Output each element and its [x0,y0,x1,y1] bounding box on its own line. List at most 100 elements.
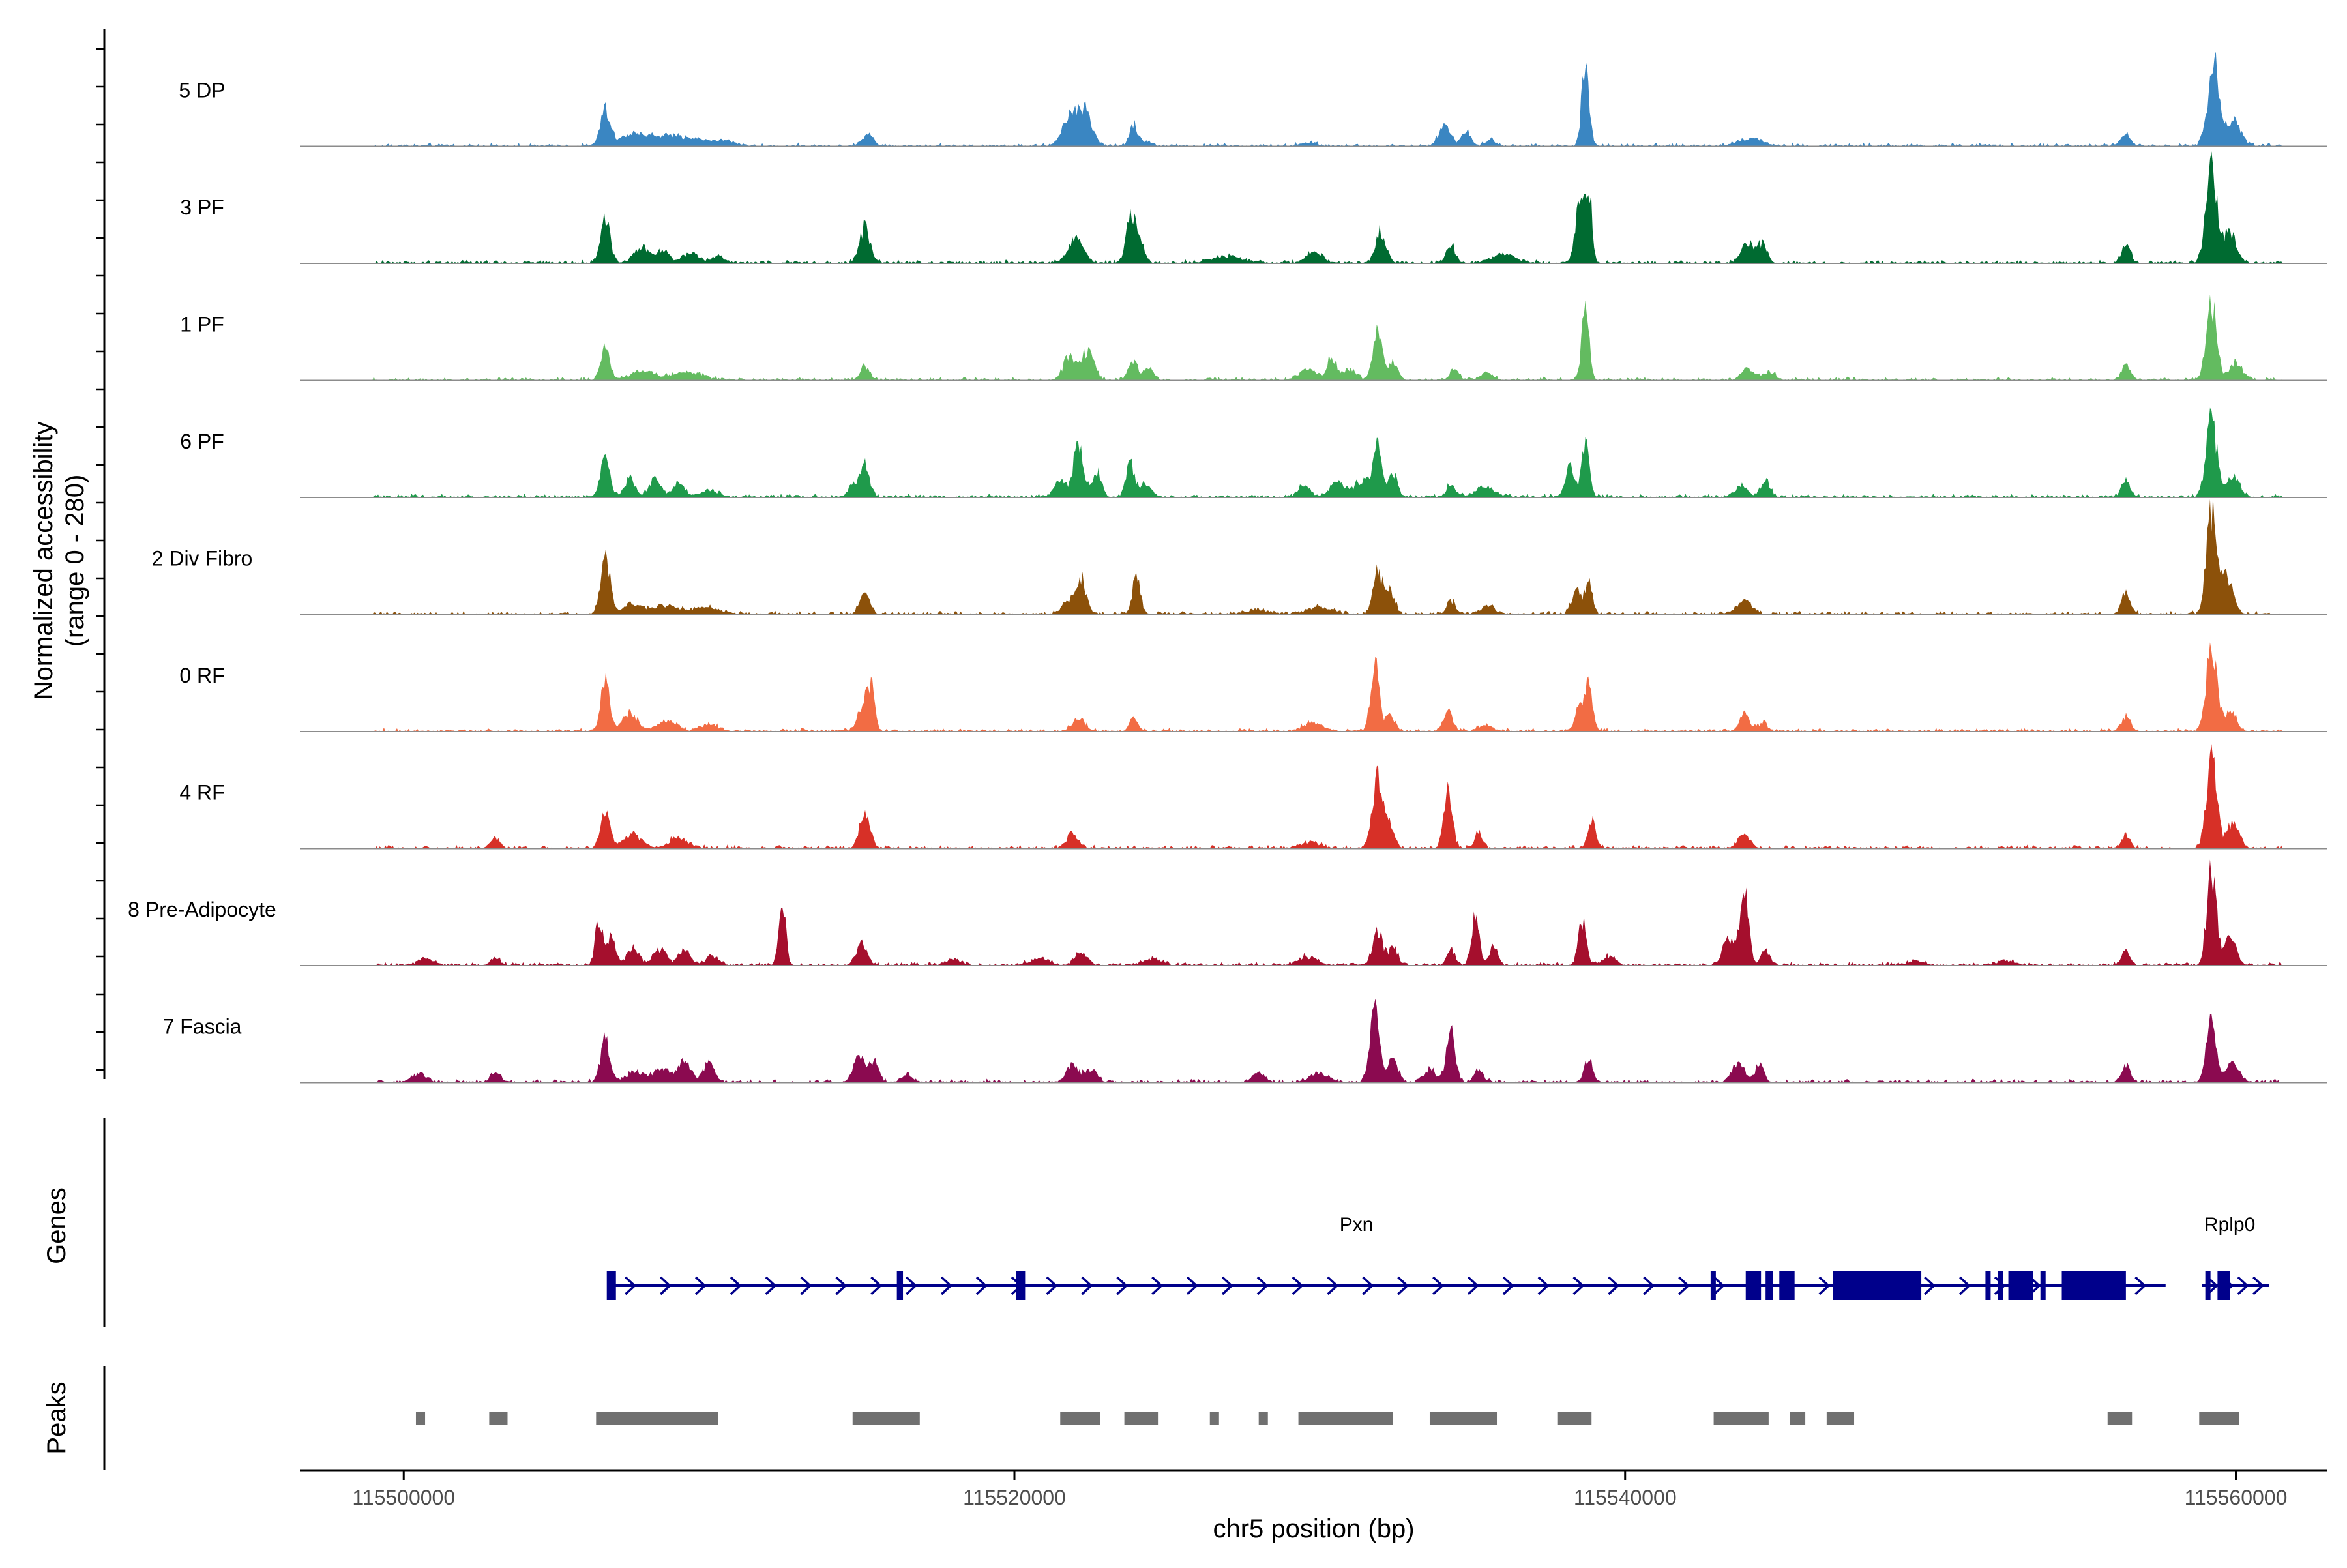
strand-arrow [1678,1276,1690,1295]
genes-panel-title: Genes [42,1187,71,1264]
track-0-rf: 0 RF [179,642,2327,732]
gene-exon [1998,1271,2003,1300]
gene-rplp0: Rplp0 [2202,1214,2270,1300]
gene-pxn: Pxn [606,1214,2166,1300]
peak-region [1557,1412,1592,1425]
strand-arrow [1046,1276,1058,1295]
track-7-fascia: 7 Fascia [163,999,2327,1084]
coverage-area [300,744,2327,849]
strand-arrow [2029,1276,2041,1295]
peak-region [489,1412,508,1425]
strand-arrow [800,1276,812,1295]
genes-panel: Pxn Rplp0 [606,1214,2270,1300]
peak-region [852,1412,920,1425]
track-label: 2 Div Fibro [152,547,253,570]
strand-arrow [1116,1276,1129,1295]
track-label: 6 PF [180,430,224,453]
strand-arrow [870,1276,882,1295]
strand-arrow [1186,1276,1198,1295]
peak-region [415,1412,426,1425]
track-label: 7 Fascia [163,1015,242,1039]
track-label: 1 PF [180,313,224,336]
strand-arrow [660,1276,672,1295]
x-tick-label: 115560000 [2185,1486,2288,1509]
coverage-area [300,642,2327,732]
strand-arrow [1924,1276,1936,1295]
strand-arrow [1362,1276,1374,1295]
peaks-panel-title: Peaks [42,1382,71,1454]
strand-arrow [1572,1276,1585,1295]
peak-region [1209,1412,1219,1425]
left-axis-group [96,29,106,1470]
track-label: 8 Pre-Adipocyte [128,898,276,921]
gene-exon [1985,1271,1991,1300]
strand-arrow [940,1276,952,1295]
strand-arrow [730,1276,742,1295]
track-1-pf: 1 PF [180,294,2327,381]
strand-arrow [1818,1276,1831,1295]
coverage-area [300,52,2327,147]
peak-region [1713,1412,1769,1425]
peak-region [1298,1412,1393,1425]
y-axis-title-line1: Normalized accessibility [29,422,58,700]
strand-arrow [1537,1276,1550,1295]
track-3-pf: 3 PF [180,151,2327,264]
gene-exon [1765,1271,1773,1300]
peak-region [1258,1412,1268,1425]
strand-arrow [625,1276,636,1295]
gene-exon [1745,1271,1762,1300]
peak-region [1790,1412,1806,1425]
track-label: 3 PF [180,196,224,219]
strand-arrow [1397,1276,1409,1295]
gene-exon [606,1271,616,1300]
strand-arrow [1643,1276,1655,1295]
coverage-area [300,151,2327,263]
strand-arrow [1256,1276,1269,1295]
strand-arrow [1608,1276,1620,1295]
gene-exon [2217,1271,2230,1300]
strand-arrow [2237,1276,2249,1295]
strand-arrow [1467,1276,1479,1295]
strand-arrow [2252,1276,2264,1295]
x-tick-label: 115520000 [963,1486,1066,1509]
strand-arrow [835,1276,848,1295]
gene-label: Rplp0 [2204,1214,2255,1235]
coverage-tracks: 5 DP 3 PF 1 PF 6 PF 2 Div Fibro 0 RF 4 RF 8 Pre… [128,52,2327,1084]
strand-arrow [1502,1276,1514,1295]
peak-region [1826,1412,1855,1425]
strand-arrow [1151,1276,1163,1295]
strand-arrow [1432,1276,1444,1295]
gene-exon [2040,1271,2046,1300]
peaks-panel [415,1412,2239,1425]
strand-arrow [1327,1276,1339,1295]
peak-region [2107,1412,2133,1425]
gene-exon [2008,1271,2033,1300]
strand-arrow [2134,1276,2147,1295]
strand-arrow [1081,1276,1093,1295]
strand-arrow [1292,1276,1304,1295]
track-8-pre-adipocyte: 8 Pre-Adipocyte [128,859,2327,966]
gene-exon [1016,1271,1026,1300]
gene-exon [1710,1271,1716,1300]
track-2-div-fibro: 2 Div Fibro [152,494,2327,615]
peak-region [2199,1412,2239,1425]
peak-region [1124,1412,1159,1425]
y-axis-title-line2: (range 0 - 280) [61,475,89,647]
gene-exon [1779,1271,1795,1300]
track-5-dp: 5 DP [179,52,2327,147]
strand-arrow [765,1276,777,1295]
track-label: 5 DP [179,79,225,102]
strand-arrow [975,1276,988,1295]
x-axis: 115500000 115520000 115540000 115560000 [300,1469,2327,1509]
x-tick-label: 115500000 [352,1486,455,1509]
strand-arrow [2206,1276,2219,1295]
peak-region [1429,1412,1498,1425]
peak-region [1060,1412,1100,1425]
strand-arrow [906,1276,917,1295]
coverage-area [300,494,2327,615]
peak-region [596,1412,718,1425]
gene-label: Pxn [1340,1214,1374,1235]
strand-arrow [694,1276,707,1295]
